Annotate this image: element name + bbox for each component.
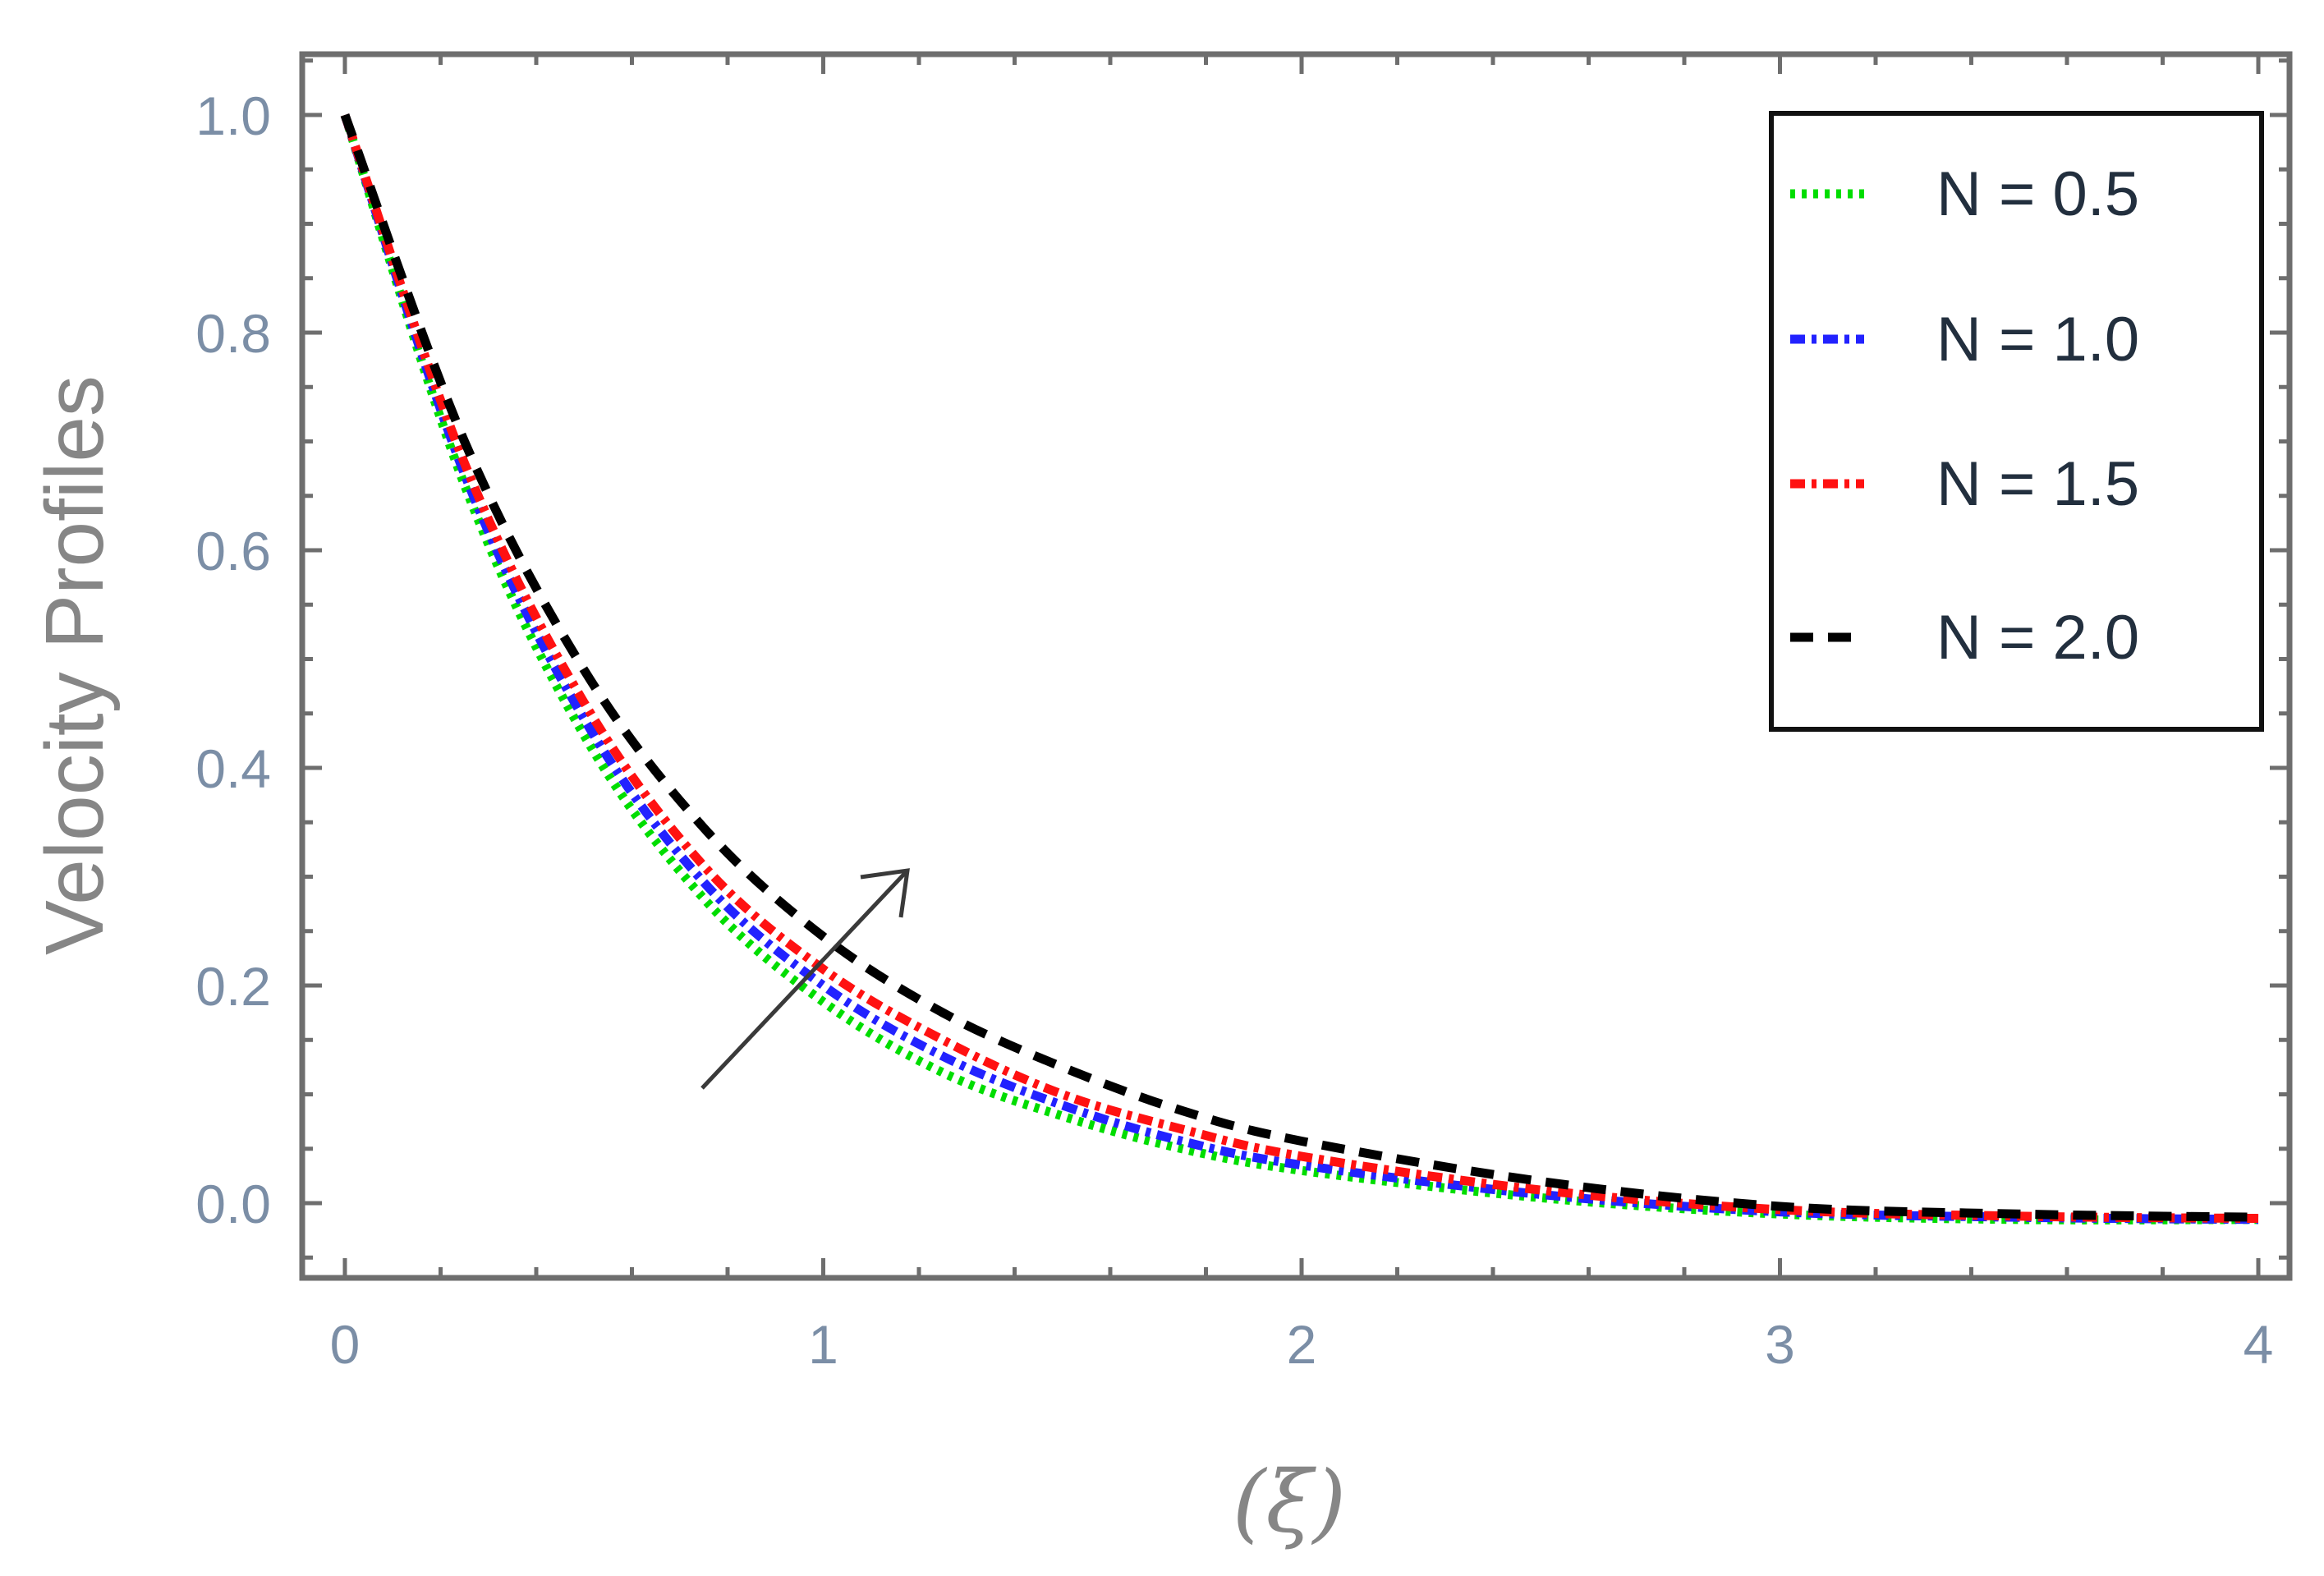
- y-tick-label: 0.2: [195, 956, 271, 1017]
- axis-ticks: 0 1 2 3 4 0.0 0.2 0.4 0.6 0.8 1.0: [195, 54, 2290, 1375]
- increase-arrow: [700, 868, 910, 1090]
- plot-frame: [299, 51, 2293, 1281]
- x-tick-label: 3: [1765, 1314, 1795, 1375]
- y-axis-title: Velocity Profiles: [29, 375, 121, 955]
- legend-label: N = 2.0: [1936, 603, 2139, 673]
- y-tick-label: 0.8: [195, 303, 271, 364]
- y-tick-label: 1.0: [195, 85, 271, 146]
- legend-box: [1769, 111, 2264, 732]
- y-tick-label: 0.6: [195, 521, 271, 581]
- legend-label: N = 0.5: [1936, 159, 2139, 229]
- legend: N = 0.5 N = 1.0 N = 1.5 N = 2.0: [1769, 111, 2264, 732]
- x-tick-label: 1: [808, 1314, 838, 1375]
- series-line-4: [340, 113, 2259, 1222]
- legend-label: N = 1.0: [1936, 305, 2139, 374]
- series-layer: [340, 113, 2259, 1225]
- x-tick-label: 4: [2244, 1314, 2274, 1375]
- y-tick-label: 0.0: [195, 1174, 271, 1234]
- y-tick-label: 0.4: [195, 738, 271, 799]
- x-tick-label: 0: [330, 1314, 361, 1375]
- legend-label: N = 1.5: [1936, 449, 2139, 519]
- x-tick-label: 2: [1287, 1314, 1317, 1375]
- x-axis-title: (ξ): [1233, 1452, 1346, 1552]
